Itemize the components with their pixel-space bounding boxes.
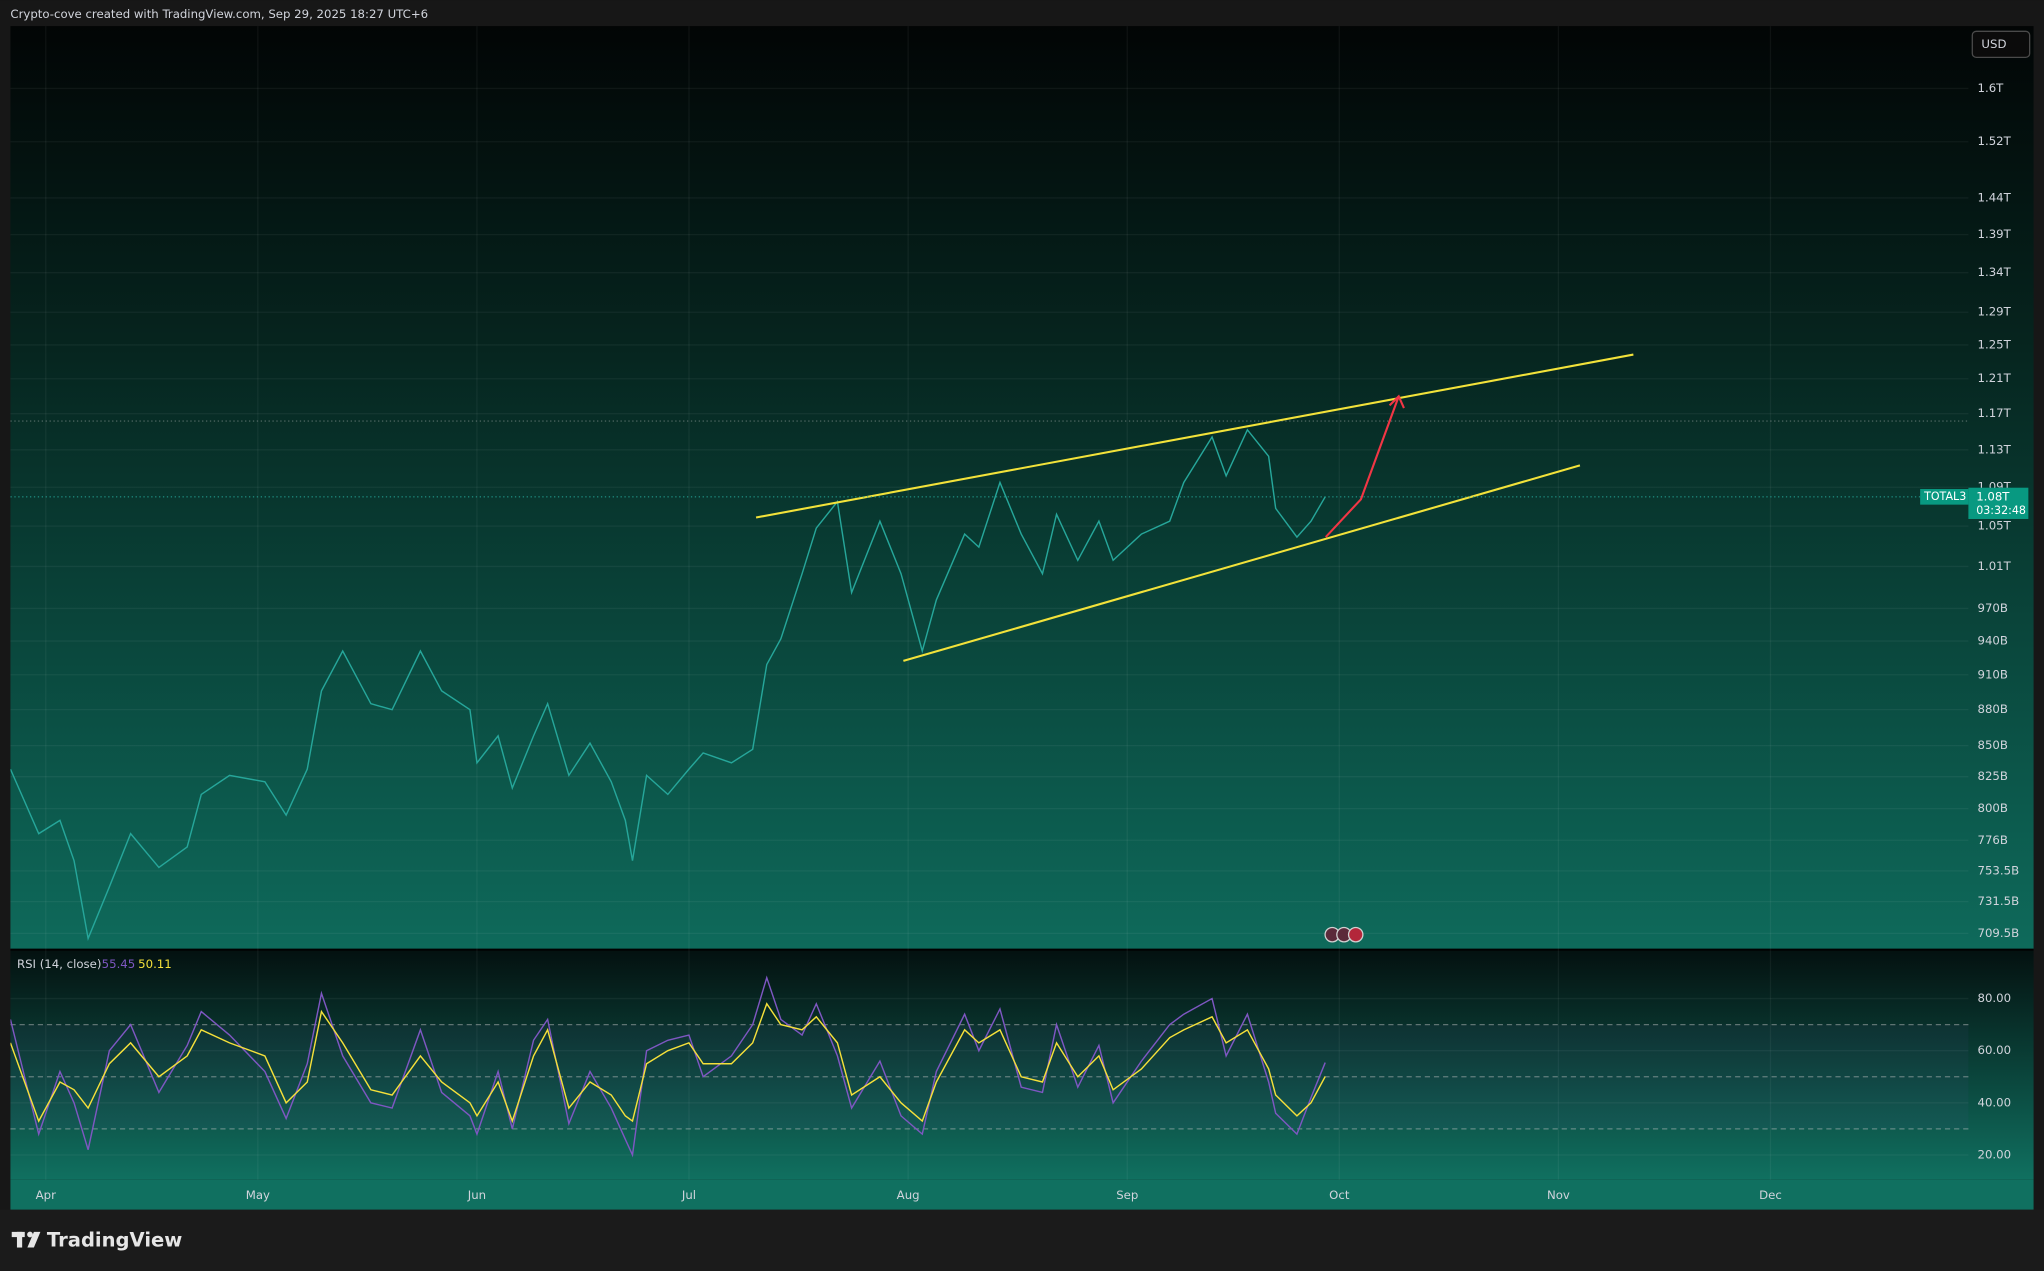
countdown-label: 03:32:48 <box>1976 504 2026 517</box>
y-tick-label: 825B <box>1978 769 2008 783</box>
y-tick-label: 880B <box>1978 702 2008 716</box>
y-tick-label: 753.5B <box>1978 863 2020 877</box>
last-price-label: 1.08T <box>1976 489 2010 503</box>
logo-part <box>27 1231 33 1238</box>
y-tick-label: 1.25T <box>1978 337 2012 351</box>
logo-part <box>27 1231 41 1248</box>
arrow-head <box>1388 394 1405 409</box>
event-icon[interactable] <box>1347 926 1364 943</box>
currency-button[interactable] <box>1971 30 2031 59</box>
symbol-tag-label: TOTAL3 <box>1923 490 1966 503</box>
projection-arrow <box>1324 395 1400 538</box>
trendline-lower <box>903 464 1581 662</box>
series-line <box>10 1002 1326 1124</box>
y-tick-label: 60.00 <box>1978 1043 2012 1057</box>
x-tick-label: May <box>246 1188 270 1202</box>
x-tick-label: Nov <box>1547 1188 1570 1202</box>
y-tick-label: 850B <box>1978 738 2008 752</box>
y-tick-label: 1.29T <box>1978 305 2012 319</box>
series-line <box>10 975 1326 1158</box>
footer <box>0 1209 2044 1271</box>
x-tick-label: Jun <box>467 1188 486 1202</box>
y-tick-label: 1.01T <box>1978 559 2012 573</box>
x-tick-label: Dec <box>1759 1188 1782 1202</box>
y-tick-label: 1.6T <box>1978 81 2005 95</box>
currency-label: USD <box>1981 37 2006 51</box>
y-tick-label: 800B <box>1978 801 2008 815</box>
y-tick-label: 970B <box>1978 601 2008 615</box>
x-tick-label: Sep <box>1116 1188 1138 1202</box>
y-tick-label: 1.44T <box>1978 190 2012 204</box>
logo-part <box>16 1231 23 1248</box>
x-tick-label: Oct <box>1329 1188 1350 1202</box>
rsi-value: 55.45 <box>102 957 136 971</box>
y-tick-label: 1.13T <box>1978 442 2012 456</box>
y-tick-label: 1.05T <box>1978 519 2012 533</box>
series-line <box>10 428 1326 941</box>
last-price-tag <box>1968 487 2029 519</box>
y-tick-label: 910B <box>1978 667 2008 681</box>
y-tick-label: 1.39T <box>1978 227 2012 241</box>
y-tick-label: 40.00 <box>1978 1095 2012 1109</box>
y-tick-label: 940B <box>1978 634 2008 648</box>
y-tick-label: 80.00 <box>1978 991 2012 1005</box>
x-tick-label: Apr <box>36 1188 56 1202</box>
event-icons[interactable] <box>1324 926 1364 943</box>
y-tick-label: 1.21T <box>1978 371 2012 385</box>
y-tick-label: 20.00 <box>1978 1147 2012 1161</box>
header-text: Crypto-cove created with TradingView.com… <box>10 7 428 21</box>
y-tick-label: 709.5B <box>1978 926 2020 940</box>
y-tick-label: 731.5B <box>1978 894 2020 908</box>
time-axis-pane <box>10 1179 2034 1210</box>
trendline-upper <box>755 353 1634 519</box>
y-tick-label: 1.17T <box>1978 406 2012 420</box>
rsi-band-fill <box>10 1024 1969 1129</box>
x-tick-label: Jul <box>681 1188 696 1202</box>
brand-name: TradingView <box>47 1229 182 1252</box>
brand-logo <box>11 1231 41 1248</box>
y-tick-label: 1.52T <box>1978 134 2012 148</box>
y-tick-label: 1.34T <box>1978 265 2012 279</box>
symbol-tag <box>1920 489 1969 505</box>
y-tick-label: 776B <box>1978 833 2008 847</box>
x-tick-label: Aug <box>897 1188 920 1202</box>
rsi-title: RSI (14, close) <box>17 957 101 971</box>
rsi-ma-value: 50.11 <box>138 957 172 971</box>
price-pane <box>10 26 2034 950</box>
